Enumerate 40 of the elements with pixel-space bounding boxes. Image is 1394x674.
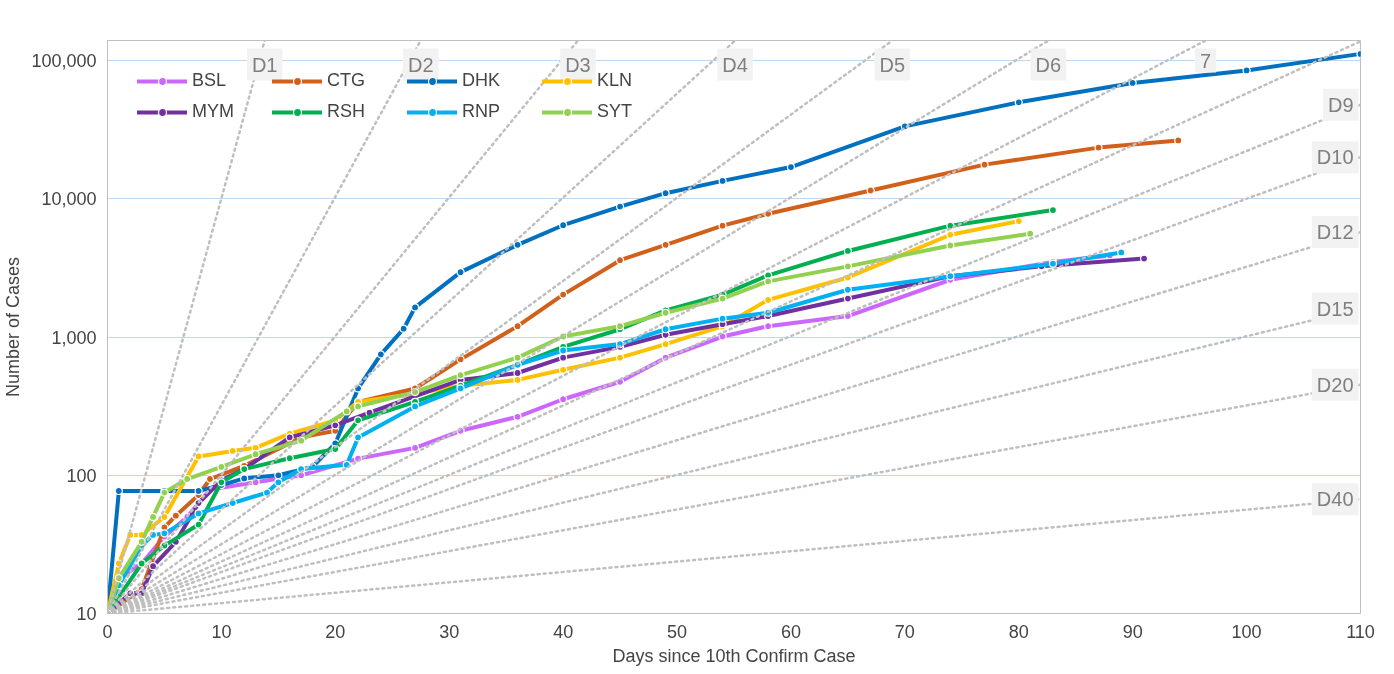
legend-label: SYT — [597, 101, 633, 122]
x-tick-label: 80 — [1008, 621, 1029, 642]
legend-label: BSL — [192, 70, 227, 90]
y-tick-label: 1,000 — [51, 327, 97, 348]
y-axis-title: Number of Cases — [3, 256, 24, 398]
y-tick-label: 100,000 — [31, 51, 97, 72]
series-label: D6 — [1035, 53, 1062, 76]
legend-label: MYM — [192, 101, 235, 122]
x-tick-label: 20 — [325, 621, 346, 642]
x-tick-label: 0 — [102, 621, 113, 642]
legend-label: DHK — [462, 70, 501, 91]
x-tick-label: 10 — [211, 621, 232, 642]
legend-label: CTG — [327, 70, 366, 91]
series-label: D5 — [879, 53, 906, 76]
x-tick-label: 110 — [1346, 621, 1375, 642]
y-tick-label: 100 — [66, 465, 97, 486]
series-label: D4 — [722, 53, 748, 76]
series-label: D2 — [407, 53, 434, 76]
series-label: D10 — [1316, 146, 1354, 169]
y-tick-label: 10 — [76, 604, 97, 624]
x-tick-label: 90 — [1122, 621, 1143, 642]
series-label: D15 — [1316, 297, 1354, 320]
series-label: D20 — [1316, 373, 1354, 396]
y-tick-label: 10,000 — [41, 189, 97, 210]
series-label: D9 — [1327, 93, 1354, 116]
series-label: D1 — [251, 53, 278, 76]
legend-label: RSH — [327, 101, 366, 122]
x-tick-label: 30 — [439, 621, 460, 642]
x-tick-label: 70 — [894, 621, 915, 642]
x-tick-label: 100 — [1231, 621, 1262, 642]
x-axis-title: Days since 10th Confirm Case — [612, 645, 856, 666]
x-tick-label: 50 — [667, 621, 688, 642]
legend-label: KLN — [597, 70, 633, 91]
x-tick-label: 60 — [780, 621, 801, 642]
series-label: D3 — [565, 53, 591, 76]
series-label: 7 — [1200, 49, 1212, 72]
x-tick-label: 40 — [553, 621, 574, 642]
series-label: D40 — [1316, 488, 1354, 511]
series-label: D12 — [1316, 221, 1354, 244]
legend-label: RNP — [462, 101, 501, 122]
